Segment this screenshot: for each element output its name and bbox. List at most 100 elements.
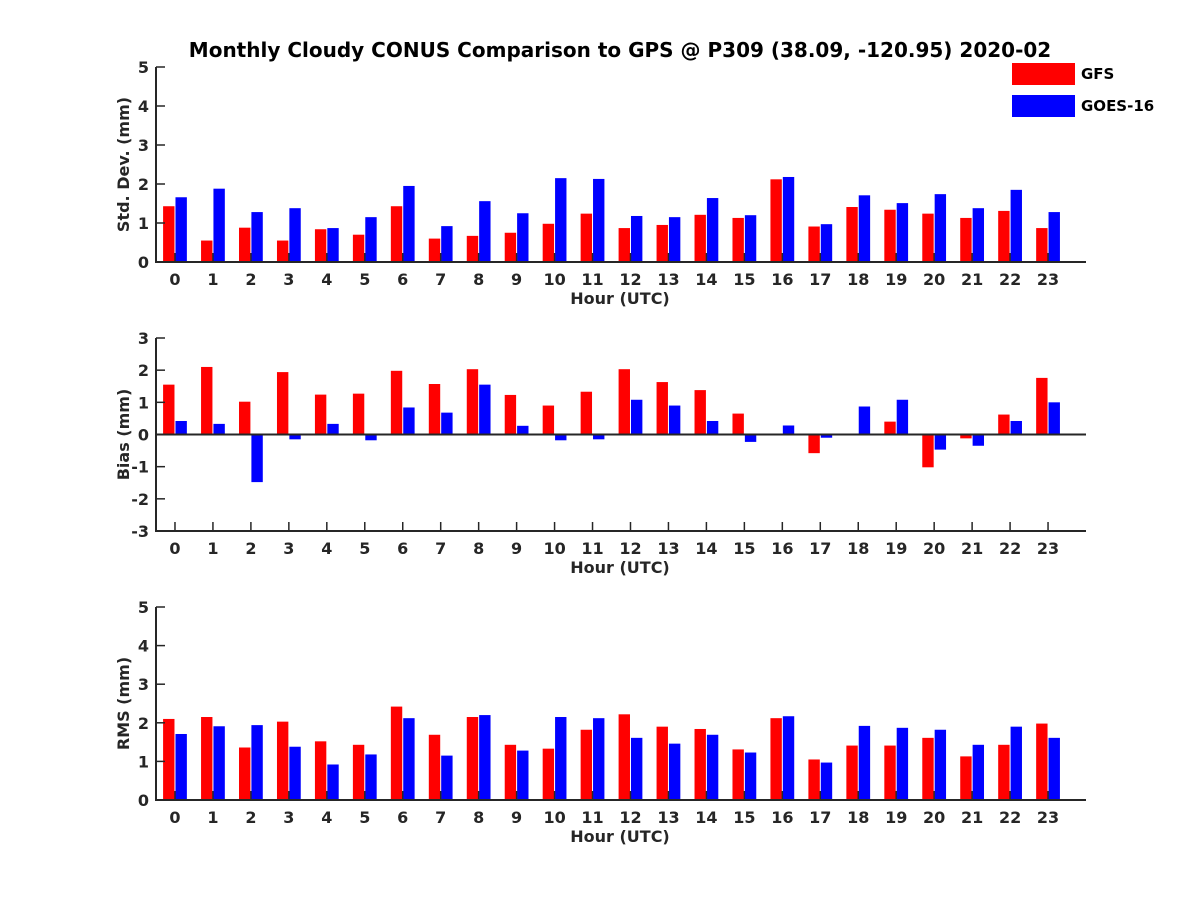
- bar-gfs-19: [884, 745, 896, 800]
- bar-gfs-17: [808, 434, 820, 454]
- x-tick-label: 14: [695, 808, 717, 827]
- bar-goes16-4: [327, 228, 339, 262]
- bar-goes16-21: [972, 208, 985, 262]
- x-tick-label: 0: [169, 808, 180, 827]
- bar-goes16-18: [858, 725, 871, 800]
- legend-label-goes16: GOES-16: [1081, 97, 1154, 115]
- bar-goes16-17: [820, 762, 833, 800]
- bar-gfs-14: [694, 728, 706, 800]
- bar-goes16-22: [1010, 189, 1022, 262]
- bar-goes16-7: [441, 412, 453, 435]
- bar-goes16-13: [668, 405, 681, 435]
- x-tick-label: 2: [245, 808, 256, 827]
- bar-gfs-14: [694, 214, 706, 262]
- x-tick-label: 15: [733, 539, 755, 558]
- x-tick-label: 11: [581, 539, 603, 558]
- bar-gfs-13: [656, 224, 668, 262]
- bar-goes16-14: [706, 734, 719, 800]
- y-axis-label: Bias (mm): [114, 389, 133, 481]
- bar-gfs-9: [504, 744, 517, 800]
- bar-gfs-6: [390, 206, 403, 262]
- x-tick-label: 15: [733, 808, 755, 827]
- bar-goes16-6: [403, 185, 415, 262]
- x-tick-label: 18: [847, 270, 869, 289]
- bar-goes16-20: [934, 729, 947, 800]
- x-tick-label: 5: [359, 539, 370, 558]
- bar-gfs-6: [390, 370, 403, 435]
- bar-goes16-20: [934, 434, 947, 450]
- bar-goes16-10: [555, 717, 567, 800]
- bar-gfs-14: [694, 390, 706, 435]
- bar-gfs-12: [618, 228, 630, 262]
- bar-goes16-5: [365, 754, 377, 800]
- x-tick-label: 16: [771, 270, 793, 289]
- legend-swatch-goes16: [1012, 95, 1075, 117]
- bar-gfs-21: [960, 756, 972, 800]
- bar-goes16-11: [593, 178, 605, 262]
- bar-gfs-5: [352, 234, 365, 262]
- y-tick-label: 5: [138, 58, 149, 77]
- bar-goes16-9: [517, 425, 529, 435]
- bar-gfs-23: [1036, 723, 1048, 800]
- bar-goes16-19: [896, 203, 909, 262]
- x-tick-label: 6: [397, 808, 408, 827]
- bar-gfs-22: [998, 210, 1010, 262]
- x-tick-label: 21: [961, 539, 983, 558]
- x-tick-label: 7: [435, 270, 446, 289]
- x-tick-label: 14: [695, 270, 717, 289]
- bar-gfs-10: [542, 405, 555, 435]
- bar-goes16-10: [555, 178, 567, 262]
- bar-gfs-9: [504, 394, 517, 435]
- y-tick-label: 4: [138, 97, 149, 116]
- x-tick-label: 20: [923, 808, 945, 827]
- bar-goes16-3: [289, 434, 301, 440]
- bar-gfs-8: [466, 235, 479, 262]
- x-tick-label: 8: [473, 539, 484, 558]
- bar-goes16-16: [782, 716, 795, 800]
- bar-goes16-14: [706, 420, 719, 435]
- bar-goes16-12: [630, 215, 643, 262]
- x-tick-label: 11: [581, 808, 603, 827]
- bar-gfs-13: [656, 726, 668, 800]
- bar-gfs-10: [542, 748, 555, 800]
- bar-goes16-22: [1010, 420, 1022, 435]
- x-tick-label: 6: [397, 539, 408, 558]
- bar-gfs-1: [201, 366, 213, 435]
- x-tick-label: 23: [1037, 270, 1059, 289]
- bar-gfs-8: [466, 369, 479, 435]
- bar-goes16-15: [744, 215, 757, 262]
- x-tick-label: 22: [999, 270, 1021, 289]
- bar-gfs-0: [163, 718, 175, 800]
- bar-goes16-16: [782, 425, 795, 435]
- x-tick-label: 8: [473, 270, 484, 289]
- bar-gfs-2: [239, 747, 251, 800]
- bar-gfs-11: [580, 729, 593, 800]
- bar-gfs-5: [352, 393, 365, 435]
- bar-gfs-1: [201, 717, 213, 800]
- bar-gfs-23: [1036, 377, 1048, 435]
- x-tick-label: 11: [581, 270, 603, 289]
- bar-gfs-2: [239, 227, 251, 262]
- y-tick-label: -2: [131, 490, 149, 509]
- bar-goes16-12: [630, 737, 643, 800]
- x-tick-label: 22: [999, 808, 1021, 827]
- bar-gfs-11: [580, 213, 593, 262]
- y-tick-label: 0: [138, 791, 149, 810]
- y-axis-label: Std. Dev. (mm): [114, 97, 133, 232]
- x-tick-label: 10: [543, 270, 565, 289]
- bar-goes16-3: [289, 746, 301, 800]
- x-tick-label: 19: [885, 808, 907, 827]
- bar-gfs-23: [1036, 228, 1048, 262]
- bar-goes16-8: [479, 201, 491, 262]
- bar-gfs-16: [770, 179, 782, 262]
- x-tick-label: 21: [961, 270, 983, 289]
- bar-gfs-4: [314, 229, 327, 262]
- x-axis-label: Hour (UTC): [570, 289, 670, 308]
- bar-gfs-7: [428, 734, 441, 800]
- x-tick-label: 8: [473, 808, 484, 827]
- bar-goes16-19: [896, 727, 909, 800]
- x-axis-label: Hour (UTC): [570, 827, 670, 846]
- bar-goes16-6: [403, 407, 415, 435]
